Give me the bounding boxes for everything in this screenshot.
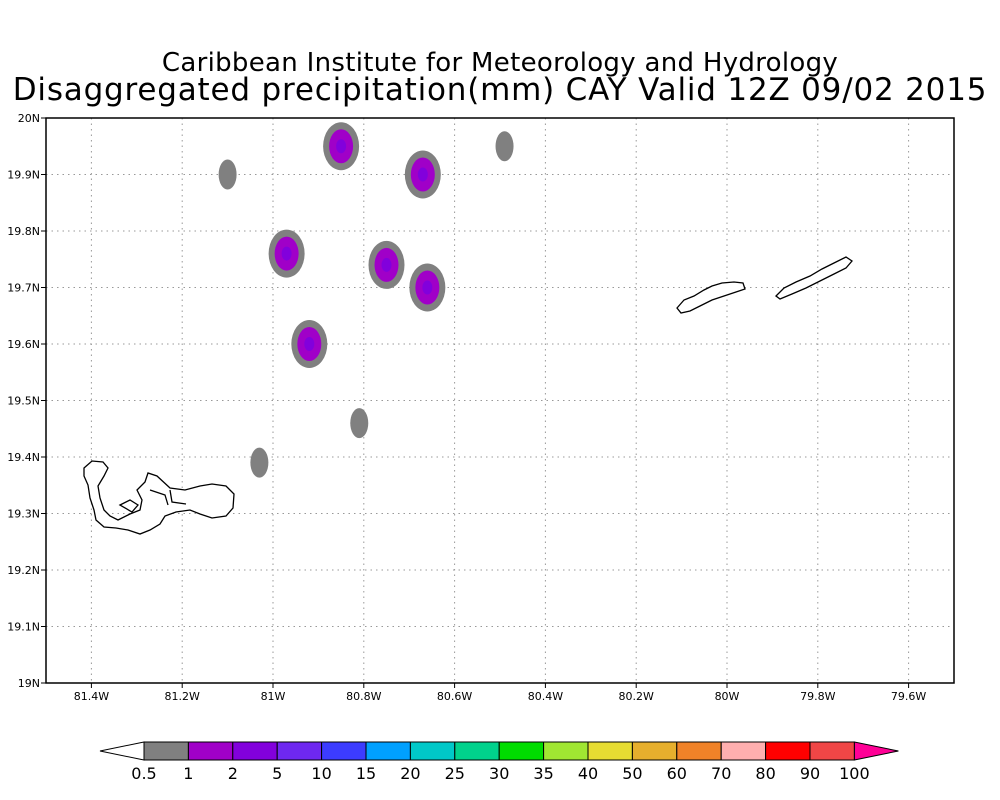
lon-tick-label: 81.4W (74, 690, 109, 703)
lat-tick-label: 19.8N (7, 225, 40, 238)
lon-tick-label: 80.2W (619, 690, 654, 703)
colorbar-swatch (498, 741, 545, 761)
lat-tick-label: 19.5N (7, 395, 40, 408)
colorbar-swatch (676, 741, 722, 761)
island-little-cayman (676, 281, 746, 314)
lon-tick-label: 79.8W (800, 690, 835, 703)
precip-contour-2 (417, 167, 428, 182)
colorbar-label: 40 (578, 764, 598, 783)
lat-tick-label: 19.1N (7, 621, 40, 634)
precip-cell (404, 150, 441, 199)
colorbar-label: 20 (400, 764, 420, 783)
lat-tick-label: 19.4N (7, 451, 40, 464)
island-cayman-brac (775, 256, 853, 300)
map-title: Caribbean Institute for Meteorology and … (161, 48, 839, 78)
map-subtitle: Disaggregated precipitation(mm) CAY Vali… (12, 72, 988, 108)
lat-ticks: 19N 19.1N 19.2N 19.3N 19.4N 19.5N 19.6N 19.7N 19… (7, 112, 46, 690)
precip-contour-2 (422, 280, 433, 295)
colorbar-label: 100 (839, 764, 870, 783)
colorbar-label: 80 (755, 764, 775, 783)
colorbar-swatch (143, 741, 189, 761)
colorbar-swatch (631, 741, 678, 761)
colorbar-swatch (187, 741, 234, 761)
precip-cell (368, 240, 405, 289)
colorbar-label: 60 (667, 764, 687, 783)
precip-cell (218, 159, 237, 190)
colorbar-swatch (276, 741, 323, 761)
precip-cell (291, 320, 328, 368)
precip-contour-0.5 (250, 447, 269, 478)
precip-cell (250, 447, 269, 478)
colorbar-arrow-low (99, 741, 145, 761)
lat-tick-label: 19.7N (7, 282, 40, 295)
colorbar-label: 90 (800, 764, 820, 783)
lon-tick-label: 80W (715, 690, 740, 703)
lat-tick-label: 19.3N (7, 508, 40, 521)
island-grand-cayman (83, 460, 235, 535)
colorbar-swatch (765, 741, 811, 761)
colorbar-label: 35 (533, 764, 553, 783)
map-grid (46, 117, 954, 684)
lat-tick-label: 19N (18, 677, 40, 690)
precip-contour-0.5 (350, 408, 369, 439)
precip-contour-0.5 (495, 131, 514, 162)
precip-contour-0.5 (218, 159, 237, 190)
colorbar-swatch (587, 741, 633, 761)
precip-cell (268, 229, 305, 278)
map-frame (45, 117, 955, 684)
colorbar-label: 10 (311, 764, 331, 783)
colorbar-label: 70 (711, 764, 731, 783)
lon-tick-label: 80.6W (437, 690, 472, 703)
colorbar-label: 5 (272, 764, 282, 783)
colorbar-label: 2 (228, 764, 238, 783)
colorbar-swatch (321, 741, 367, 761)
colorbar-label: 25 (445, 764, 465, 783)
lon-tick-label: 81W (261, 690, 286, 703)
precip-contour-2 (281, 246, 292, 261)
colorbar-label: 30 (489, 764, 509, 783)
precip-contour-2 (336, 139, 347, 154)
colorbar-swatch (409, 741, 456, 761)
lat-tick-label: 19.2N (7, 564, 40, 577)
colorbar: 0.5 1 2 5 10 15 20 25 30 35 40 50 60 70 80 90 100 (99, 741, 899, 783)
precip-cells (218, 122, 514, 478)
lat-tick-label: 19.6N (7, 338, 40, 351)
lon-tick-label: 79.6W (891, 690, 926, 703)
colorbar-label: 15 (356, 764, 376, 783)
precip-contour-2 (304, 337, 315, 351)
colorbar-label: 1 (183, 764, 193, 783)
colorbar-label: 50 (622, 764, 642, 783)
precip-cell (323, 122, 360, 171)
precip-cell (495, 131, 514, 162)
colorbar-swatch (454, 741, 500, 761)
colorbar-swatch (543, 741, 589, 761)
lon-tick-label: 81.2W (165, 690, 200, 703)
colorbar-arrow-high (853, 741, 899, 761)
precip-contour-2 (381, 257, 392, 272)
lon-tick-label: 80.4W (528, 690, 563, 703)
colorbar-label: 0.5 (131, 764, 156, 783)
colorbar-swatch (720, 741, 767, 761)
lon-tick-label: 80.8W (346, 690, 381, 703)
lon-ticks: 81.4W 81.2W 81W 80.8W 80.6W 80.4W 80.2W 80W 79.8… (74, 683, 926, 703)
lat-tick-label: 19.9N (7, 169, 40, 182)
precip-cell (350, 408, 369, 439)
lat-tick-label: 20N (18, 112, 40, 125)
colorbar-swatch (365, 741, 411, 761)
colorbar-swatch (809, 741, 855, 761)
colorbar-swatch (232, 741, 278, 761)
precip-cell (409, 263, 446, 312)
